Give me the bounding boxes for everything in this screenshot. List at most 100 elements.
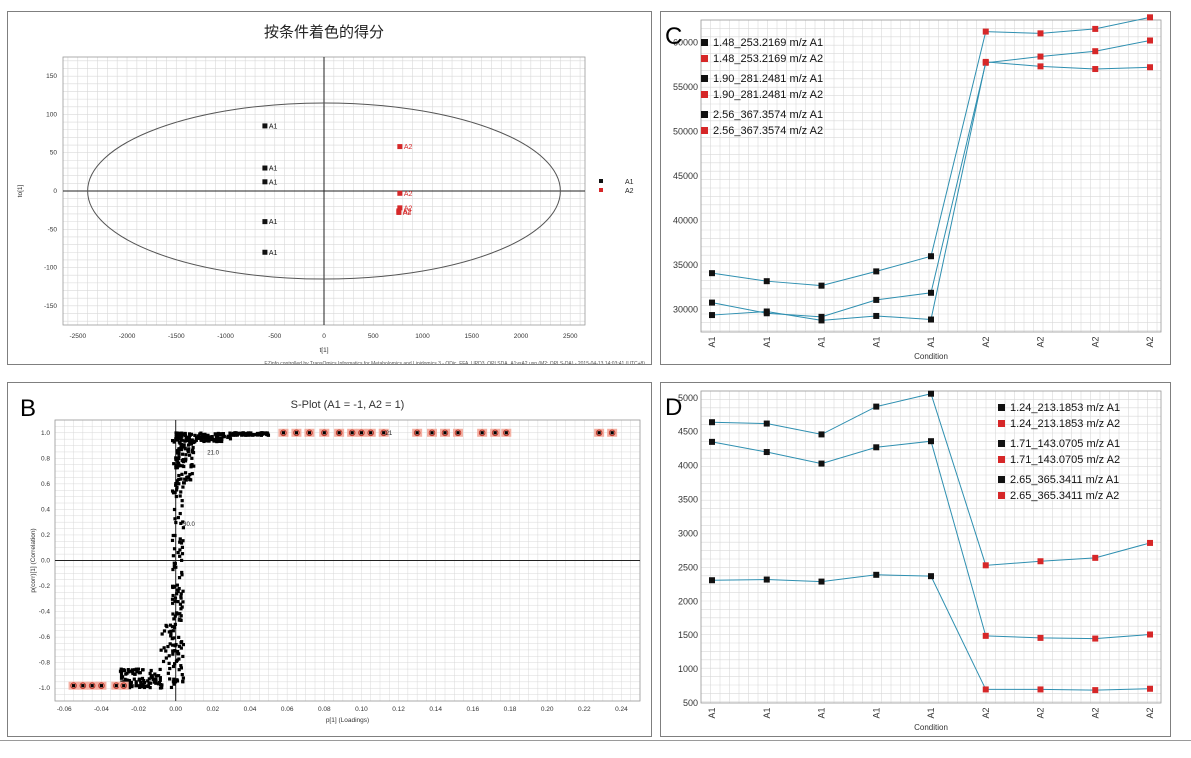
point-label: 0 — [178, 617, 182, 623]
highlight-ring — [502, 429, 510, 437]
s-plot-point — [128, 669, 132, 673]
score-point — [396, 209, 402, 215]
s-plot-point — [182, 464, 186, 469]
s-plot-point — [129, 680, 133, 684]
s-plot-point — [172, 547, 177, 551]
point-label: 21.0 — [207, 450, 219, 456]
data-point — [763, 576, 770, 583]
s-plot-point — [202, 436, 206, 440]
s-plot-point — [228, 434, 232, 438]
x-tick-label: A1 — [707, 707, 717, 718]
s-plot-point — [154, 679, 158, 683]
highlight-point — [281, 431, 286, 435]
s-plot-point — [137, 677, 142, 681]
y-tick-label: 50 — [50, 150, 58, 157]
s-plot-point — [177, 586, 181, 591]
highlight-ring — [306, 429, 313, 437]
legend-label: 1.24_213.1853 m/z A2 — [1010, 418, 1120, 430]
x-tick-label: A1 — [817, 336, 827, 347]
s-plot-point — [150, 676, 154, 680]
legend-label: 1.48_253.2169 m/z A2 — [713, 53, 823, 65]
data-point — [982, 562, 989, 569]
s-plot-point — [175, 583, 179, 587]
s-plot-point — [158, 678, 162, 682]
s-plot-point — [170, 584, 175, 588]
s-plot-point — [188, 472, 192, 477]
y-tick-label: -100 — [44, 265, 57, 272]
s-plot-point — [181, 642, 186, 647]
highlight-point — [443, 431, 447, 435]
s-plot-point — [221, 432, 225, 436]
s-plot-point — [164, 649, 168, 653]
x-tick-label: 0.24 — [615, 706, 628, 713]
s-plot-point — [174, 483, 178, 487]
s-plot-point — [238, 432, 242, 436]
y-tick-label: 60000 — [673, 37, 698, 47]
panel-d: 5000 4500 4000 3500 3000 2500 2000 1500 1000 500 A… — [660, 382, 1171, 737]
legend-label: 1.90_281.2481 m/z A2 — [713, 89, 823, 101]
s-plot-point — [177, 435, 181, 439]
data-point — [1037, 63, 1044, 70]
s-plot-point — [179, 646, 183, 650]
legend-marker — [998, 476, 1005, 483]
s-plot-point — [180, 472, 184, 476]
s-plot-point — [156, 682, 161, 686]
s-plot-point — [188, 440, 192, 445]
chart-title: S-Plot (A1 = -1, A2 = 1) — [291, 399, 405, 411]
s-plot-point — [179, 596, 183, 600]
y-tick-label: 5000 — [678, 393, 698, 403]
legend-label: A1 — [625, 179, 634, 186]
data-point — [1147, 37, 1153, 44]
x-tick-label: A1 — [762, 707, 772, 718]
highlight-ring — [79, 682, 87, 689]
s-plot-point — [184, 457, 188, 461]
x-tick-label: -0.04 — [94, 706, 109, 713]
s-plot-point — [174, 565, 178, 569]
y-tick-label: -50 — [48, 226, 58, 233]
highlight-ring — [595, 429, 603, 437]
score-point-label: A2 — [404, 191, 413, 198]
s-plot-point — [173, 649, 177, 653]
s-plot-point — [228, 431, 232, 435]
s-plot-point — [183, 477, 187, 481]
data-point — [818, 431, 825, 438]
y-tick-label: 35000 — [673, 260, 698, 270]
s-plot-point — [166, 671, 170, 675]
y-tick-label: 1.0 — [41, 430, 50, 437]
s-plot-point — [216, 431, 220, 436]
s-plot: S-Plot (A1 = -1, A2 = 1) B -0.06 -0.04 -0.02… — [20, 395, 641, 724]
scores-plot: 按条件着色的得分-2500 -2000 -1500 -1000 -500 0 500 1000… — [17, 24, 645, 364]
s-plot-point — [180, 605, 184, 609]
data-point — [1037, 30, 1044, 37]
highlight-point — [369, 431, 373, 435]
data-point — [763, 420, 770, 427]
x-tick-label: 0.16 — [467, 706, 480, 713]
legend-marker — [998, 440, 1005, 447]
highlight-ring — [380, 429, 388, 437]
y-tick-label: 2500 — [678, 562, 698, 572]
data-point — [818, 578, 825, 585]
s-plot-point — [173, 614, 177, 618]
s-plot-point — [161, 659, 166, 664]
data-point — [1147, 685, 1153, 692]
s-plot-point — [178, 464, 182, 468]
s-plot-point — [174, 456, 178, 460]
legend-marker — [701, 75, 708, 82]
y-axis-label: to[1] — [17, 184, 24, 197]
s-plot-point — [176, 589, 180, 594]
s-plot-point — [174, 481, 178, 486]
score-point-label: A1 — [269, 179, 278, 186]
s-plot-point — [178, 602, 183, 606]
highlight-point — [504, 431, 508, 435]
score-point-label: A1 — [269, 219, 278, 226]
x-tick-label: A1 — [707, 336, 717, 347]
legend-label: 2.56_367.3574 m/z A2 — [713, 125, 823, 137]
y-tick-label: 0.8 — [41, 455, 50, 462]
s-plot-point — [178, 554, 182, 558]
x-tick-label: A2 — [981, 336, 991, 347]
score-point-label: A2 — [403, 210, 412, 217]
s-plot-point — [170, 538, 175, 543]
s-plot-point — [183, 459, 188, 463]
x-tick-label: A1 — [817, 707, 827, 718]
s-plot-point — [196, 436, 201, 440]
